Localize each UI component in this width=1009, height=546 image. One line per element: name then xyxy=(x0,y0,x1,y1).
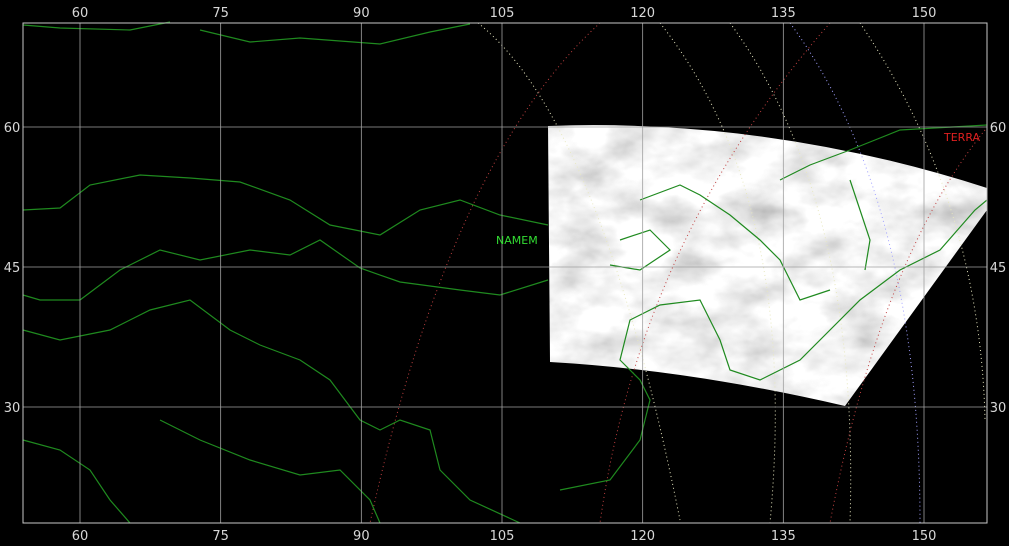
lon-tick-label-top: 150 xyxy=(912,6,937,21)
orbit-track xyxy=(369,22,601,524)
lat-tick-label-left: 60 xyxy=(4,121,21,136)
lon-tick-label-top: 135 xyxy=(771,6,796,21)
lon-tick-label-bottom: 105 xyxy=(490,529,515,544)
lon-tick-label-bottom: 90 xyxy=(353,529,370,544)
lon-tick-label-top: 90 xyxy=(353,6,370,21)
lon-tick-label-bottom: 135 xyxy=(771,529,796,544)
orbit-track xyxy=(829,129,986,524)
lon-tick-label-top: 60 xyxy=(72,6,89,21)
orbit-track xyxy=(789,22,921,524)
lon-tick-label-bottom: 120 xyxy=(630,529,655,544)
lat-tick-label-right: 60 xyxy=(990,121,1007,136)
station-label: NAMEM xyxy=(496,234,538,247)
orbit-track xyxy=(659,22,776,524)
lat-tick-label-left: 30 xyxy=(4,401,21,416)
lon-tick-label-bottom: 75 xyxy=(212,529,229,544)
map-frame xyxy=(22,22,988,524)
grid-tick-labels: 60 60 75 75 90 90 105 105 120 120 135 135 150 150 60 60… xyxy=(4,6,1007,544)
lon-tick-label-top: 105 xyxy=(490,6,515,21)
lat-tick-label-left: 45 xyxy=(4,261,21,276)
lat-tick-label-right: 30 xyxy=(990,401,1007,416)
lat-tick-label-right: 45 xyxy=(990,261,1007,276)
orbit-tracks xyxy=(369,22,986,524)
lon-tick-label-top: 120 xyxy=(630,6,655,21)
lon-tick-label-top: 75 xyxy=(212,6,229,21)
orbit-track xyxy=(729,22,852,524)
lat-lon-grid xyxy=(23,23,987,523)
satellite-label: TERRA xyxy=(943,131,981,144)
lon-tick-label-bottom: 150 xyxy=(912,529,937,544)
coastlines-borders xyxy=(22,21,988,524)
lon-tick-label-bottom: 60 xyxy=(72,529,89,544)
